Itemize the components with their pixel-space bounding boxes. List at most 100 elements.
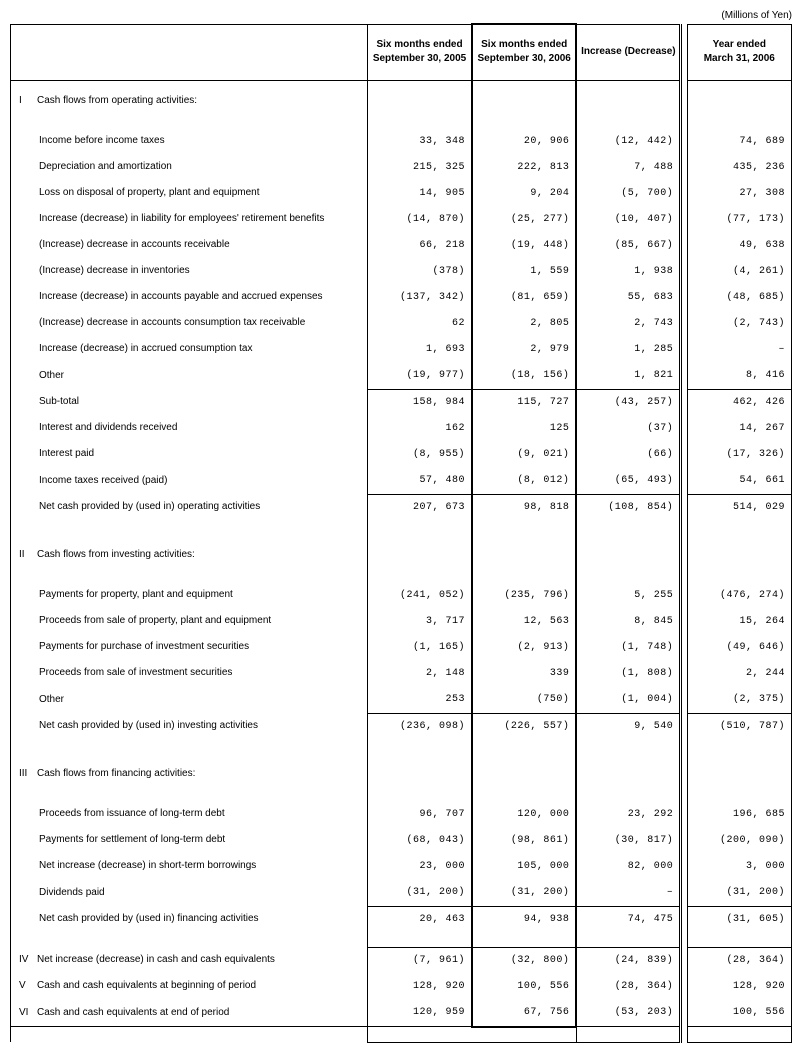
row-label: Proceeds from sale of property, plant an… <box>11 609 368 635</box>
cell-increase: (53, 203) <box>576 1000 680 1027</box>
cell-2005: 207, 673 <box>368 494 472 521</box>
table-row: (Increase) decrease in accounts receivab… <box>11 233 792 259</box>
total-row: Net cash provided by (used in) investing… <box>11 713 792 740</box>
row-label: Net increase (decrease) in short-term bo… <box>11 854 368 880</box>
cell-2005: 1, 693 <box>368 337 472 363</box>
cell-year: 3, 000 <box>687 854 791 880</box>
cell-increase: 8, 845 <box>576 609 680 635</box>
cell-increase: 9, 540 <box>576 713 680 740</box>
unit-label: (Millions of Yen) <box>10 10 792 21</box>
header-increase: Increase (Decrease) <box>576 24 680 80</box>
cell-increase: (5, 700) <box>576 181 680 207</box>
cell-year: 2, 244 <box>687 661 791 687</box>
cell-increase: (30, 817) <box>576 828 680 854</box>
cell-increase: (1, 808) <box>576 661 680 687</box>
cell-year: 8, 416 <box>687 363 791 390</box>
cell-year: (31, 200) <box>687 880 791 907</box>
cell-2005: (378) <box>368 259 472 285</box>
spacer <box>11 521 792 535</box>
cell-2005: (1, 165) <box>368 635 472 661</box>
row-label: Dividends paid <box>11 880 368 907</box>
table-row: Interest paid (8, 955) (9, 021) (66) (17… <box>11 442 792 468</box>
cell-2006: (31, 200) <box>472 880 576 907</box>
cell-year: 15, 264 <box>687 609 791 635</box>
cell-year: 54, 661 <box>687 468 791 495</box>
cell-year: (476, 274) <box>687 583 791 609</box>
subtotal-row: Sub-total 158, 984 115, 727 (43, 257) 46… <box>11 389 792 416</box>
cell-increase: (28, 364) <box>576 974 680 1000</box>
cell-2006: (32, 800) <box>472 947 576 974</box>
table-row: (Increase) decrease in accounts consumpt… <box>11 311 792 337</box>
cell-2006: (18, 156) <box>472 363 576 390</box>
cell-2006: 105, 000 <box>472 854 576 880</box>
cell-2005: 3, 717 <box>368 609 472 635</box>
header-row: Six months ended September 30, 2005 Six … <box>11 24 792 80</box>
cell-year: (28, 364) <box>687 947 791 974</box>
table-row: Loss on disposal of property, plant and … <box>11 181 792 207</box>
cell-2006: 12, 563 <box>472 609 576 635</box>
cell-year: 128, 920 <box>687 974 791 1000</box>
table-row: Other 253 (750) (1, 004) (2, 375) <box>11 687 792 714</box>
header-blank <box>11 24 368 80</box>
summary-row: VICash and cash equivalents at end of pe… <box>11 1000 792 1027</box>
row-label: Payments for property, plant and equipme… <box>11 583 368 609</box>
cell-increase: (37) <box>576 416 680 442</box>
table-row: Other (19, 977) (18, 156) 1, 821 8, 416 <box>11 363 792 390</box>
cell-2006: (98, 861) <box>472 828 576 854</box>
table-row: Increase (decrease) in accrued consumpti… <box>11 337 792 363</box>
section-header: ICash flows from operating activities: <box>11 89 792 115</box>
cell-2005: 33, 348 <box>368 129 472 155</box>
cell-2006: 120, 000 <box>472 802 576 828</box>
cell-increase: (24, 839) <box>576 947 680 974</box>
cell-increase: (108, 854) <box>576 494 680 521</box>
row-label: (Increase) decrease in accounts receivab… <box>11 233 368 259</box>
spacer <box>11 115 792 129</box>
table-row: Proceeds from sale of property, plant an… <box>11 609 792 635</box>
cell-2006: 20, 906 <box>472 129 576 155</box>
cell-2005: 23, 000 <box>368 854 472 880</box>
cell-2005: 120, 959 <box>368 1000 472 1027</box>
cell-year: (200, 090) <box>687 828 791 854</box>
cell-increase: 2, 743 <box>576 311 680 337</box>
cell-2006: (19, 448) <box>472 233 576 259</box>
cell-2005: 162 <box>368 416 472 442</box>
cell-2005: (14, 870) <box>368 207 472 233</box>
cell-2005: 20, 463 <box>368 906 472 933</box>
cell-2006: (25, 277) <box>472 207 576 233</box>
cell-2006: 98, 818 <box>472 494 576 521</box>
cell-increase: (85, 667) <box>576 233 680 259</box>
cell-2005: 66, 218 <box>368 233 472 259</box>
cell-increase: 5, 255 <box>576 583 680 609</box>
cell-2006: 2, 805 <box>472 311 576 337</box>
cell-2005: 62 <box>368 311 472 337</box>
row-label: IVNet increase (decrease) in cash and ca… <box>11 947 368 974</box>
cell-2005: (137, 342) <box>368 285 472 311</box>
row-label: Proceeds from sale of investment securit… <box>11 661 368 687</box>
total-row: Net cash provided by (used in) financing… <box>11 906 792 933</box>
row-label: Increase (decrease) in accrued consumpti… <box>11 337 368 363</box>
cell-year: 14, 267 <box>687 416 791 442</box>
cell-2005: 14, 905 <box>368 181 472 207</box>
table-row: Income before income taxes 33, 348 20, 9… <box>11 129 792 155</box>
cell-2006: (81, 659) <box>472 285 576 311</box>
summary-row: IVNet increase (decrease) in cash and ca… <box>11 947 792 974</box>
row-label: Increase (decrease) in liability for emp… <box>11 207 368 233</box>
cell-2005: (31, 200) <box>368 880 472 907</box>
row-label: Payments for purchase of investment secu… <box>11 635 368 661</box>
section-header: IICash flows from investing activities: <box>11 543 792 569</box>
spacer <box>11 788 792 802</box>
cell-2005: 96, 707 <box>368 802 472 828</box>
row-label: Interest paid <box>11 442 368 468</box>
spacer <box>11 740 792 754</box>
row-label: Interest and dividends received <box>11 416 368 442</box>
cell-year: 74, 689 <box>687 129 791 155</box>
section-header: IIICash flows from financing activities: <box>11 762 792 788</box>
spacer <box>11 569 792 583</box>
cell-year: 435, 236 <box>687 155 791 181</box>
cell-year: (49, 646) <box>687 635 791 661</box>
row-label: Payments for settlement of long-term deb… <box>11 828 368 854</box>
cell-2006: 94, 938 <box>472 906 576 933</box>
cell-year: (2, 375) <box>687 687 791 714</box>
cell-2005: 128, 920 <box>368 974 472 1000</box>
section-label: IIICash flows from financing activities: <box>11 762 368 788</box>
